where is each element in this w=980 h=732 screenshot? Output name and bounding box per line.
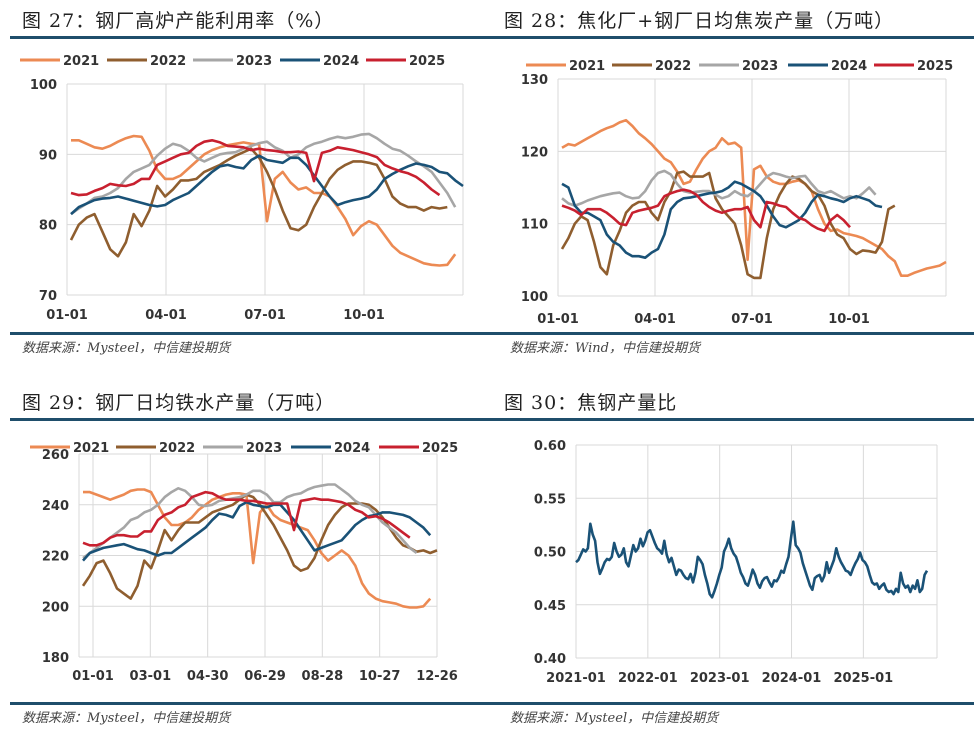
series-line-2022 bbox=[81, 493, 438, 600]
y-tick-label: 0.45 bbox=[534, 599, 566, 614]
chart-fig27: 70 80 90 100 01-01 04-01 07-01 10-01 2021 2022 202… bbox=[20, 54, 464, 323]
legend-label-2025: 2025 bbox=[917, 59, 953, 74]
legend-label-2023: 2023 bbox=[742, 59, 778, 74]
series-line-2024 bbox=[561, 180, 883, 259]
x-tick-label: 2021-01 bbox=[546, 671, 606, 686]
legend-label-2022: 2022 bbox=[655, 59, 691, 74]
series-line-2021 bbox=[71, 134, 457, 267]
legend-label-2025: 2025 bbox=[409, 54, 445, 69]
source-note: 数据来源：Wind，中信建投期货 bbox=[510, 341, 700, 356]
source-note: 数据来源：Mysteel，中信建投期货 bbox=[22, 341, 231, 356]
y-tick-label: 100 bbox=[521, 290, 548, 305]
chart-fig30: 0.40 0.45 0.50 0.55 0.60 2021-01 2022-01 2023-0… bbox=[534, 439, 938, 686]
y-tick-label: 260 bbox=[42, 448, 69, 463]
legend-label-2022: 2022 bbox=[150, 54, 186, 69]
series-line-2021 bbox=[561, 118, 947, 277]
source-note: 数据来源：Mysteel，中信建投期货 bbox=[22, 711, 231, 726]
chart-title: 图 28：焦化厂+钢厂日均焦炭产量（万吨） bbox=[504, 10, 895, 32]
panel-fig28: 图 28：焦化厂+钢厂日均焦炭产量（万吨） 100 110 120 130 01-01 0… bbox=[490, 0, 974, 365]
x-tick-label: 04-30 bbox=[187, 669, 229, 684]
y-tick-label: 130 bbox=[521, 73, 548, 88]
x-tick-label: 07-01 bbox=[244, 308, 286, 323]
y-tick-label: 80 bbox=[39, 219, 57, 234]
x-tick-label: 2024-01 bbox=[762, 671, 822, 686]
x-tick-label: 10-01 bbox=[343, 308, 385, 323]
x-tick-label: 2025-01 bbox=[834, 671, 894, 686]
panel-fig29: 图 29：钢厂日均铁水产量（万吨） 180 200 220 240 260 01-01 03… bbox=[0, 382, 490, 732]
source-note: 数据来源：Mysteel，中信建投期货 bbox=[510, 711, 719, 726]
legend-label-2024: 2024 bbox=[831, 59, 867, 74]
x-tick-label: 2023-01 bbox=[690, 671, 750, 686]
legend-label-2023: 2023 bbox=[246, 441, 282, 456]
y-tick-label: 110 bbox=[521, 218, 548, 233]
x-tick-label: 10-01 bbox=[828, 312, 870, 327]
legend-label-2024: 2024 bbox=[334, 441, 370, 456]
legend-label-2021: 2021 bbox=[63, 54, 99, 69]
footer-rule bbox=[10, 702, 490, 705]
chart-title: 图 29：钢厂日均铁水产量（万吨） bbox=[22, 392, 336, 414]
y-tick-label: 0.40 bbox=[534, 652, 566, 667]
y-tick-label: 0.60 bbox=[534, 439, 566, 454]
series-line-2025 bbox=[82, 490, 411, 547]
x-tick-label: 01-01 bbox=[72, 669, 114, 684]
footer-rule bbox=[490, 332, 974, 335]
x-tick-label: 04-01 bbox=[634, 312, 676, 327]
legend-label-2022: 2022 bbox=[159, 441, 195, 456]
series-line-2023 bbox=[82, 483, 418, 560]
x-tick-label: 03-01 bbox=[130, 669, 172, 684]
y-tick-label: 0.50 bbox=[534, 546, 566, 561]
title-rule bbox=[10, 418, 490, 421]
footer-rule bbox=[10, 332, 490, 335]
x-tick-label: 04-01 bbox=[145, 308, 187, 323]
chart-fig28: 100 110 120 130 01-01 04-01 07-01 10-01 2021 2022… bbox=[521, 59, 953, 327]
y-tick-label: 200 bbox=[42, 600, 69, 615]
title-rule bbox=[490, 418, 974, 421]
title-rule bbox=[10, 36, 490, 39]
legend-label-2024: 2024 bbox=[323, 54, 359, 69]
legend-label-2021: 2021 bbox=[73, 441, 109, 456]
series-line-2023 bbox=[561, 169, 877, 207]
legend-label-2025: 2025 bbox=[422, 441, 458, 456]
series-line-ratio bbox=[575, 520, 929, 599]
title-rule bbox=[490, 36, 974, 39]
y-tick-label: 90 bbox=[39, 148, 57, 163]
y-tick-label: 100 bbox=[30, 78, 57, 93]
x-tick-label: 01-01 bbox=[46, 308, 88, 323]
x-tick-label: 12-26 bbox=[416, 669, 458, 684]
series-line-2023 bbox=[70, 132, 457, 216]
x-tick-label: 08-28 bbox=[302, 669, 344, 684]
y-tick-label: 0.55 bbox=[534, 492, 566, 507]
y-tick-label: 240 bbox=[42, 499, 69, 514]
chart-fig29: 180 200 220 240 260 01-01 03-01 04-30 06-29 08-28… bbox=[30, 441, 458, 684]
panel-fig30: 图 30：焦钢产量比 0.40 0.45 0.50 0.55 0.60 2021-01 20… bbox=[490, 382, 974, 732]
x-tick-label: 2022-01 bbox=[618, 671, 678, 686]
y-tick-label: 180 bbox=[42, 651, 69, 666]
chart-title: 图 27：钢厂高炉产能利用率（%） bbox=[22, 10, 335, 32]
x-tick-label: 01-01 bbox=[537, 312, 579, 327]
series-line-2022 bbox=[69, 147, 448, 258]
legend-label-2023: 2023 bbox=[236, 54, 272, 69]
x-tick-label: 06-29 bbox=[244, 669, 286, 684]
y-tick-label: 70 bbox=[39, 289, 57, 304]
y-tick-label: 120 bbox=[521, 145, 548, 160]
panel-fig27: 图 27：钢厂高炉产能利用率（%） 70 80 90 100 01-01 04-01 07-… bbox=[0, 0, 490, 365]
x-tick-label: 10-27 bbox=[359, 669, 401, 684]
series-line-2025 bbox=[70, 139, 441, 197]
x-tick-label: 07-01 bbox=[731, 312, 773, 327]
footer-rule bbox=[490, 702, 974, 705]
series-line-2022 bbox=[560, 170, 896, 280]
series-line-2025 bbox=[561, 188, 851, 233]
legend-label-2021: 2021 bbox=[569, 59, 605, 74]
chart-title: 图 30：焦钢产量比 bbox=[504, 392, 678, 414]
series-line-2021 bbox=[83, 488, 432, 609]
y-tick-label: 220 bbox=[42, 550, 69, 565]
